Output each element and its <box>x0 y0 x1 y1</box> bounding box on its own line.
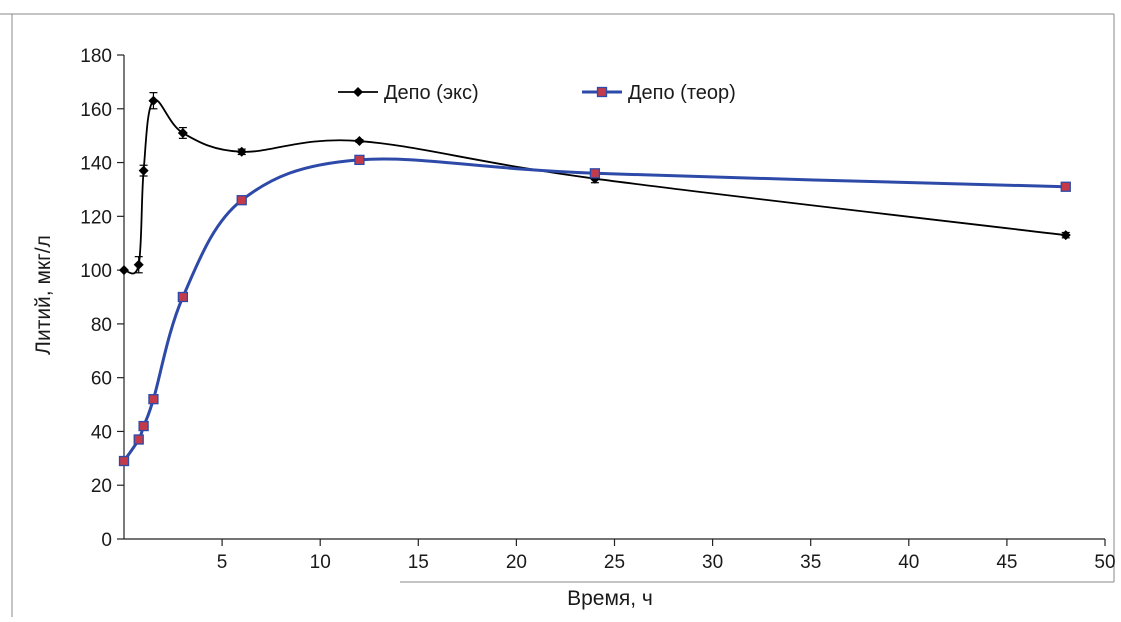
data-point <box>177 291 189 303</box>
data-point <box>354 154 365 166</box>
data-point <box>148 394 159 405</box>
data-point <box>1060 181 1071 192</box>
x-tick-label: 45 <box>996 552 1017 573</box>
y-tick-label: 100 <box>80 261 112 282</box>
data-point <box>236 195 247 206</box>
x-tick-label: 35 <box>800 552 821 573</box>
data-point <box>1060 230 1071 241</box>
legend-item-theor: Депо (теор) <box>582 82 736 104</box>
legend: Депо (экс) Депо (теор) <box>338 82 736 104</box>
legend-marker <box>353 87 363 97</box>
data-point <box>138 420 149 432</box>
y-tick-label: 0 <box>101 530 112 551</box>
x-tick-label: 50 <box>1094 552 1115 573</box>
x-tick-label: 20 <box>506 552 527 573</box>
axes: 0 20 40 60 80 100 120 140 160 180 5 10 15 20 25 30 35 40 4… <box>80 46 1115 573</box>
x-axis-title: Время, ч <box>567 587 653 610</box>
data-point <box>236 146 247 157</box>
data-point <box>148 95 159 106</box>
y-tick-label: 20 <box>91 476 112 497</box>
y-tick-label: 80 <box>91 315 112 336</box>
series-line <box>123 99 1066 275</box>
series-layer <box>118 92 1071 467</box>
y-axis-title: Литий, мкг/л <box>32 235 55 355</box>
legend-label: Депо (теор) <box>628 82 736 104</box>
legend-marker <box>596 86 608 98</box>
data-point <box>133 259 144 270</box>
data-point <box>119 265 129 276</box>
series-theor <box>118 154 1071 467</box>
data-point <box>177 127 188 138</box>
x-tick-label: 5 <box>217 552 228 573</box>
y-tick-label: 120 <box>80 207 112 228</box>
data-point <box>118 455 130 467</box>
legend-item-exp: Депо (экс) <box>338 82 479 104</box>
data-point <box>354 136 365 147</box>
data-point <box>138 165 149 176</box>
legend-label: Депо (экс) <box>384 82 479 104</box>
y-tick-label: 180 <box>80 46 112 67</box>
data-point <box>133 434 144 445</box>
y-tick-label: 160 <box>80 100 112 121</box>
data-point <box>589 168 601 179</box>
series-line <box>122 157 1066 462</box>
y-tick-label: 140 <box>80 154 112 175</box>
x-tick-label: 25 <box>604 552 625 573</box>
x-tick-label: 10 <box>310 552 331 573</box>
x-tick-label: 30 <box>702 552 723 573</box>
x-tick-label: 40 <box>898 552 919 573</box>
x-tick-label: 15 <box>408 552 429 573</box>
y-tick-label: 60 <box>91 369 112 390</box>
series-exp <box>119 92 1071 276</box>
y-tick-label: 40 <box>91 422 112 443</box>
